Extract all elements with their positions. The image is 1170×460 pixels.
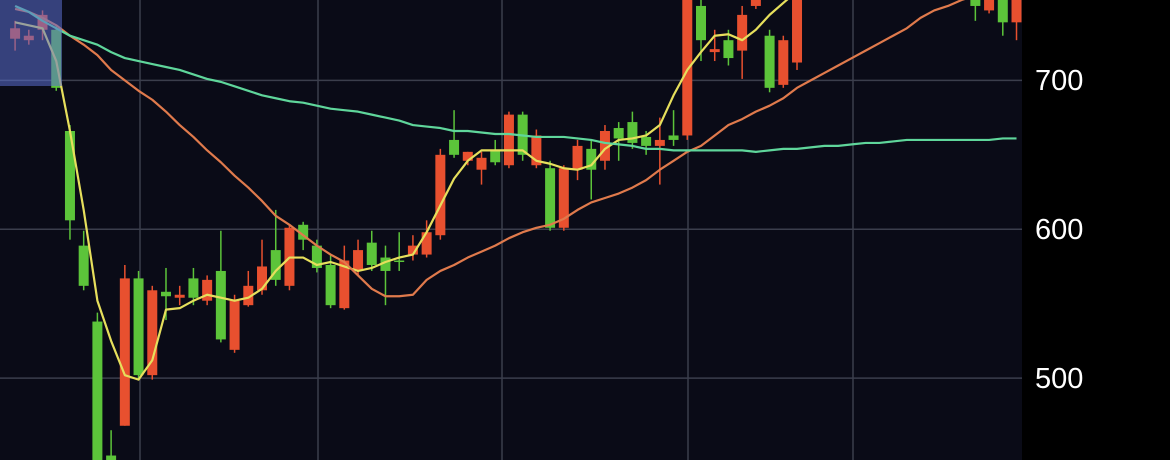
candle-body bbox=[984, 0, 995, 11]
y-tick-label: 700 bbox=[1035, 65, 1083, 97]
candle-body bbox=[311, 245, 322, 268]
candle-body bbox=[668, 135, 679, 140]
moving-average-line bbox=[14, 0, 966, 298]
candle-body bbox=[613, 128, 624, 139]
candle-body bbox=[174, 294, 185, 298]
candle-body bbox=[257, 266, 268, 291]
candle-body bbox=[119, 278, 130, 426]
candle-body bbox=[1011, 0, 1022, 23]
candle-body bbox=[106, 455, 117, 460]
candle-body bbox=[764, 35, 775, 88]
candle-body bbox=[229, 300, 240, 350]
candle-body bbox=[503, 114, 514, 166]
candle-body bbox=[407, 245, 418, 255]
candle-body bbox=[997, 0, 1008, 23]
candle-body bbox=[737, 14, 748, 51]
candle-body bbox=[970, 0, 981, 6]
candle-body bbox=[298, 224, 309, 240]
candle-body bbox=[92, 321, 103, 460]
candle-body bbox=[188, 278, 199, 298]
moving-average-line bbox=[14, 0, 789, 381]
candle-body bbox=[586, 148, 597, 170]
overlay-box bbox=[0, 0, 62, 86]
candle-body bbox=[545, 168, 556, 228]
y-axis: 500 600 700 bbox=[1035, 65, 1083, 395]
candle-body bbox=[366, 242, 377, 265]
candle-body bbox=[641, 136, 652, 146]
candle-body bbox=[449, 139, 460, 155]
candle-body bbox=[778, 40, 789, 85]
candle-body bbox=[792, 0, 803, 63]
candle-body bbox=[462, 151, 473, 161]
candle-body bbox=[339, 260, 350, 309]
moving-average-line bbox=[14, 4, 1017, 153]
candle-body bbox=[695, 5, 706, 41]
candle-body bbox=[202, 279, 213, 301]
candle-body bbox=[654, 139, 665, 146]
candle-body bbox=[558, 168, 569, 228]
candle-body bbox=[380, 257, 391, 271]
candle-body bbox=[750, 0, 761, 6]
y-tick-label: 500 bbox=[1035, 363, 1083, 395]
candle-body bbox=[723, 40, 734, 59]
candle-body bbox=[709, 49, 720, 53]
candle-body bbox=[243, 285, 254, 306]
y-tick-label: 600 bbox=[1035, 214, 1083, 246]
candle-body bbox=[78, 245, 89, 286]
candle-body bbox=[682, 0, 693, 136]
candle-body bbox=[476, 157, 487, 170]
candle-body bbox=[572, 145, 583, 170]
candle-body bbox=[599, 131, 610, 161]
candle-body bbox=[325, 264, 336, 306]
candle-body bbox=[435, 154, 446, 236]
plot bbox=[10, 0, 1022, 460]
candle-body bbox=[627, 122, 638, 143]
axis-panel bbox=[1022, 0, 1170, 460]
candle-body bbox=[421, 232, 432, 255]
candle-body bbox=[160, 291, 171, 297]
grid bbox=[0, 79, 1022, 379]
candle-body bbox=[64, 131, 75, 221]
candle-body bbox=[147, 290, 158, 376]
candle-body bbox=[270, 250, 281, 280]
candle-body bbox=[215, 270, 226, 340]
candle-body bbox=[133, 278, 144, 376]
candle-body bbox=[394, 260, 405, 263]
candle-body bbox=[531, 135, 542, 166]
candle-body bbox=[353, 250, 364, 271]
candle-body bbox=[490, 150, 501, 163]
